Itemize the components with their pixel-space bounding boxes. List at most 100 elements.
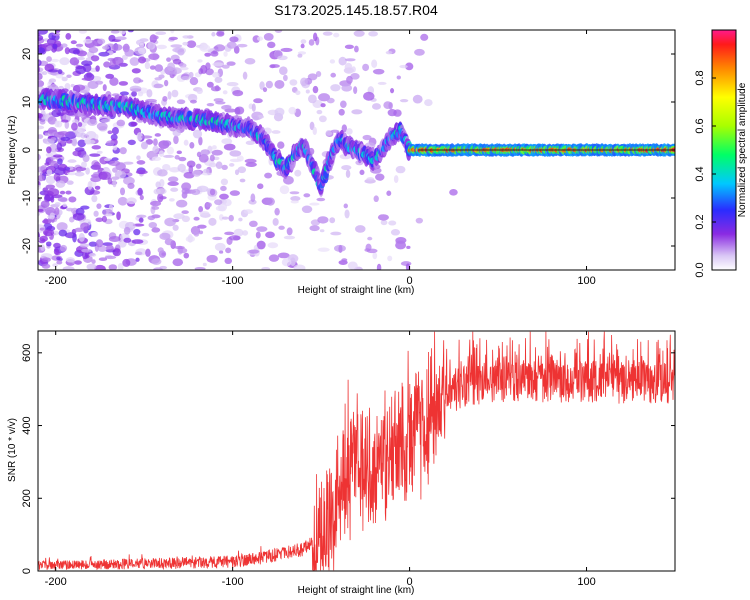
spectrogram-noise-blob [178,156,187,162]
spectrogram-noise-blob [345,58,356,62]
spectrogram-noise-blob [111,157,119,162]
spectrogram-noise-blob [297,53,303,58]
spectrogram-noise-blob [85,167,90,175]
spectrogram-noise-blob [200,149,211,156]
spectrogram-noise-blob [274,107,285,117]
colorbar-label: Normalized spectral amplitude [737,82,748,217]
spectrogram-noise-blob [131,68,141,74]
spectrogram-noise-blob [221,138,233,145]
spectrogram-noise-blob [162,96,168,102]
spectrogram-noise-blob [45,175,56,185]
spectrogram-noise-blob [309,225,320,232]
spectrogram-noise-blob [265,231,275,239]
spectrogram-noise-blob [119,147,127,155]
spectrogram-noise-blob [211,149,223,156]
spectrogram-noise-blob [56,256,61,261]
spectrogram-noise-blob [277,252,290,259]
spectrogram-noise-blob [56,260,63,265]
spectrogram-noise-blob [318,93,331,102]
spectrogram-noise-blob [420,33,429,41]
spectrogram-noise-blob [170,30,175,34]
spectrogram-noise-blob [172,224,179,231]
spectrogram-noise-blob [253,98,263,104]
spectrogram-noise-blob [54,167,66,176]
spectrogram-noise-blob [250,193,256,203]
spectrogram-noise-blob [77,139,87,148]
spectrogram-noise-blob [133,228,141,236]
spectrogram-noise-blob [270,64,280,68]
spectrogram-noise-blob [229,163,235,167]
spectrogram-noise-blob [69,57,80,66]
spectrogram-noise-blob [74,147,85,152]
spectrogram-noise-blob [138,56,147,64]
spectrogram-noise-blob [219,193,229,200]
spectrogram-noise-blob [181,75,190,80]
spectrogram-noise-blob [39,119,46,125]
spectrogram-noise-blob [212,236,223,241]
spectrogram-noise-blob [21,219,32,223]
spectrogram-noise-blob [170,187,179,192]
spectrogram-noise-blob [375,173,385,181]
spectrogram-noise-blob [359,169,365,176]
spectrogram-noise-blob [89,153,101,157]
spectrogram-noise-blob [147,41,156,50]
spectrogram-noise-blob [23,112,35,119]
spectrogram-noise-blob [87,118,98,126]
spectrogram-noise-blob [84,139,96,145]
spectrogram-noise-blob [23,120,32,129]
spectrogram-noise-blob [94,185,101,190]
spectrogram-noise-blob [318,115,327,123]
spectrogram-noise-blob [257,183,264,190]
spectrogram-noise-blob [293,264,306,270]
spectrogram-noise-blob [315,71,322,77]
spectrogram-noise-blob [79,243,89,248]
spectrogram-noise-blob [55,251,61,255]
spectrogram-noise-blob [108,236,121,243]
spectrogram-noise-blob [163,154,175,158]
snr-x-tick-label: 100 [577,576,595,588]
spectrogram-noise-blob [221,216,229,220]
spectrogram-noise-blob [123,237,132,243]
spectrogram-noise-blob [244,58,256,65]
spectrogram-noise-blob [90,176,102,183]
spectrogram-noise-blob [399,64,408,69]
spectrogram-noise-blob [114,170,127,179]
spectrogram-noise-blob [59,190,66,195]
spectrogram-noise-blob [199,44,211,52]
spectrogram-noise-blob [136,160,146,165]
spectrogram-noise-blob [194,267,206,270]
spectrogram-noise-blob [153,188,161,195]
spectrogram-noise-blob [47,188,60,197]
spectrogram-noise-blob [47,116,57,125]
colorbar: 0.0 0.2 0.4 0.6 0.8 Normalized spectral ampl… [694,29,748,278]
spectrogram-noise-blob [78,30,87,34]
spectrogram-noise-blob [112,178,117,188]
spectrogram-noise-blob [312,85,319,94]
spectrogram-noise-blob [42,219,52,224]
spectrogram-noise-blob [27,112,33,119]
spectrogram-noise-blob [317,247,330,252]
spectrogram-noise-blob [256,226,268,232]
colorbar-tick-label: 0.0 [694,262,706,277]
spectrogram-noise-blob [129,57,140,66]
spectrogram-noise-blob [220,178,229,186]
spectrogram-noise-blob [351,109,363,115]
spectrogram-noise-blob [38,47,46,54]
spectrogram-noise-blob [330,231,342,236]
spectrogram-noise-blob [383,101,393,109]
spectrogram-noise-blob [338,56,347,66]
spectrogram-noise-blob [53,242,61,249]
spectrogram-noise-blob [49,212,55,220]
spectrogram-noise-blob [380,219,388,226]
colorbar-gradient [712,30,736,270]
spectrogram-noise-blob [87,180,93,190]
spectrogram-noise-blob [341,165,352,171]
spectrogram-noise-blob [267,242,279,249]
spectrogram-noise-blob [71,122,78,131]
spectrogram-noise-blob [341,84,353,92]
spectrogram-noise-blob [62,266,75,270]
spectrogram-noise-blob [277,55,288,61]
spectrogram-noise-blob [209,188,216,196]
